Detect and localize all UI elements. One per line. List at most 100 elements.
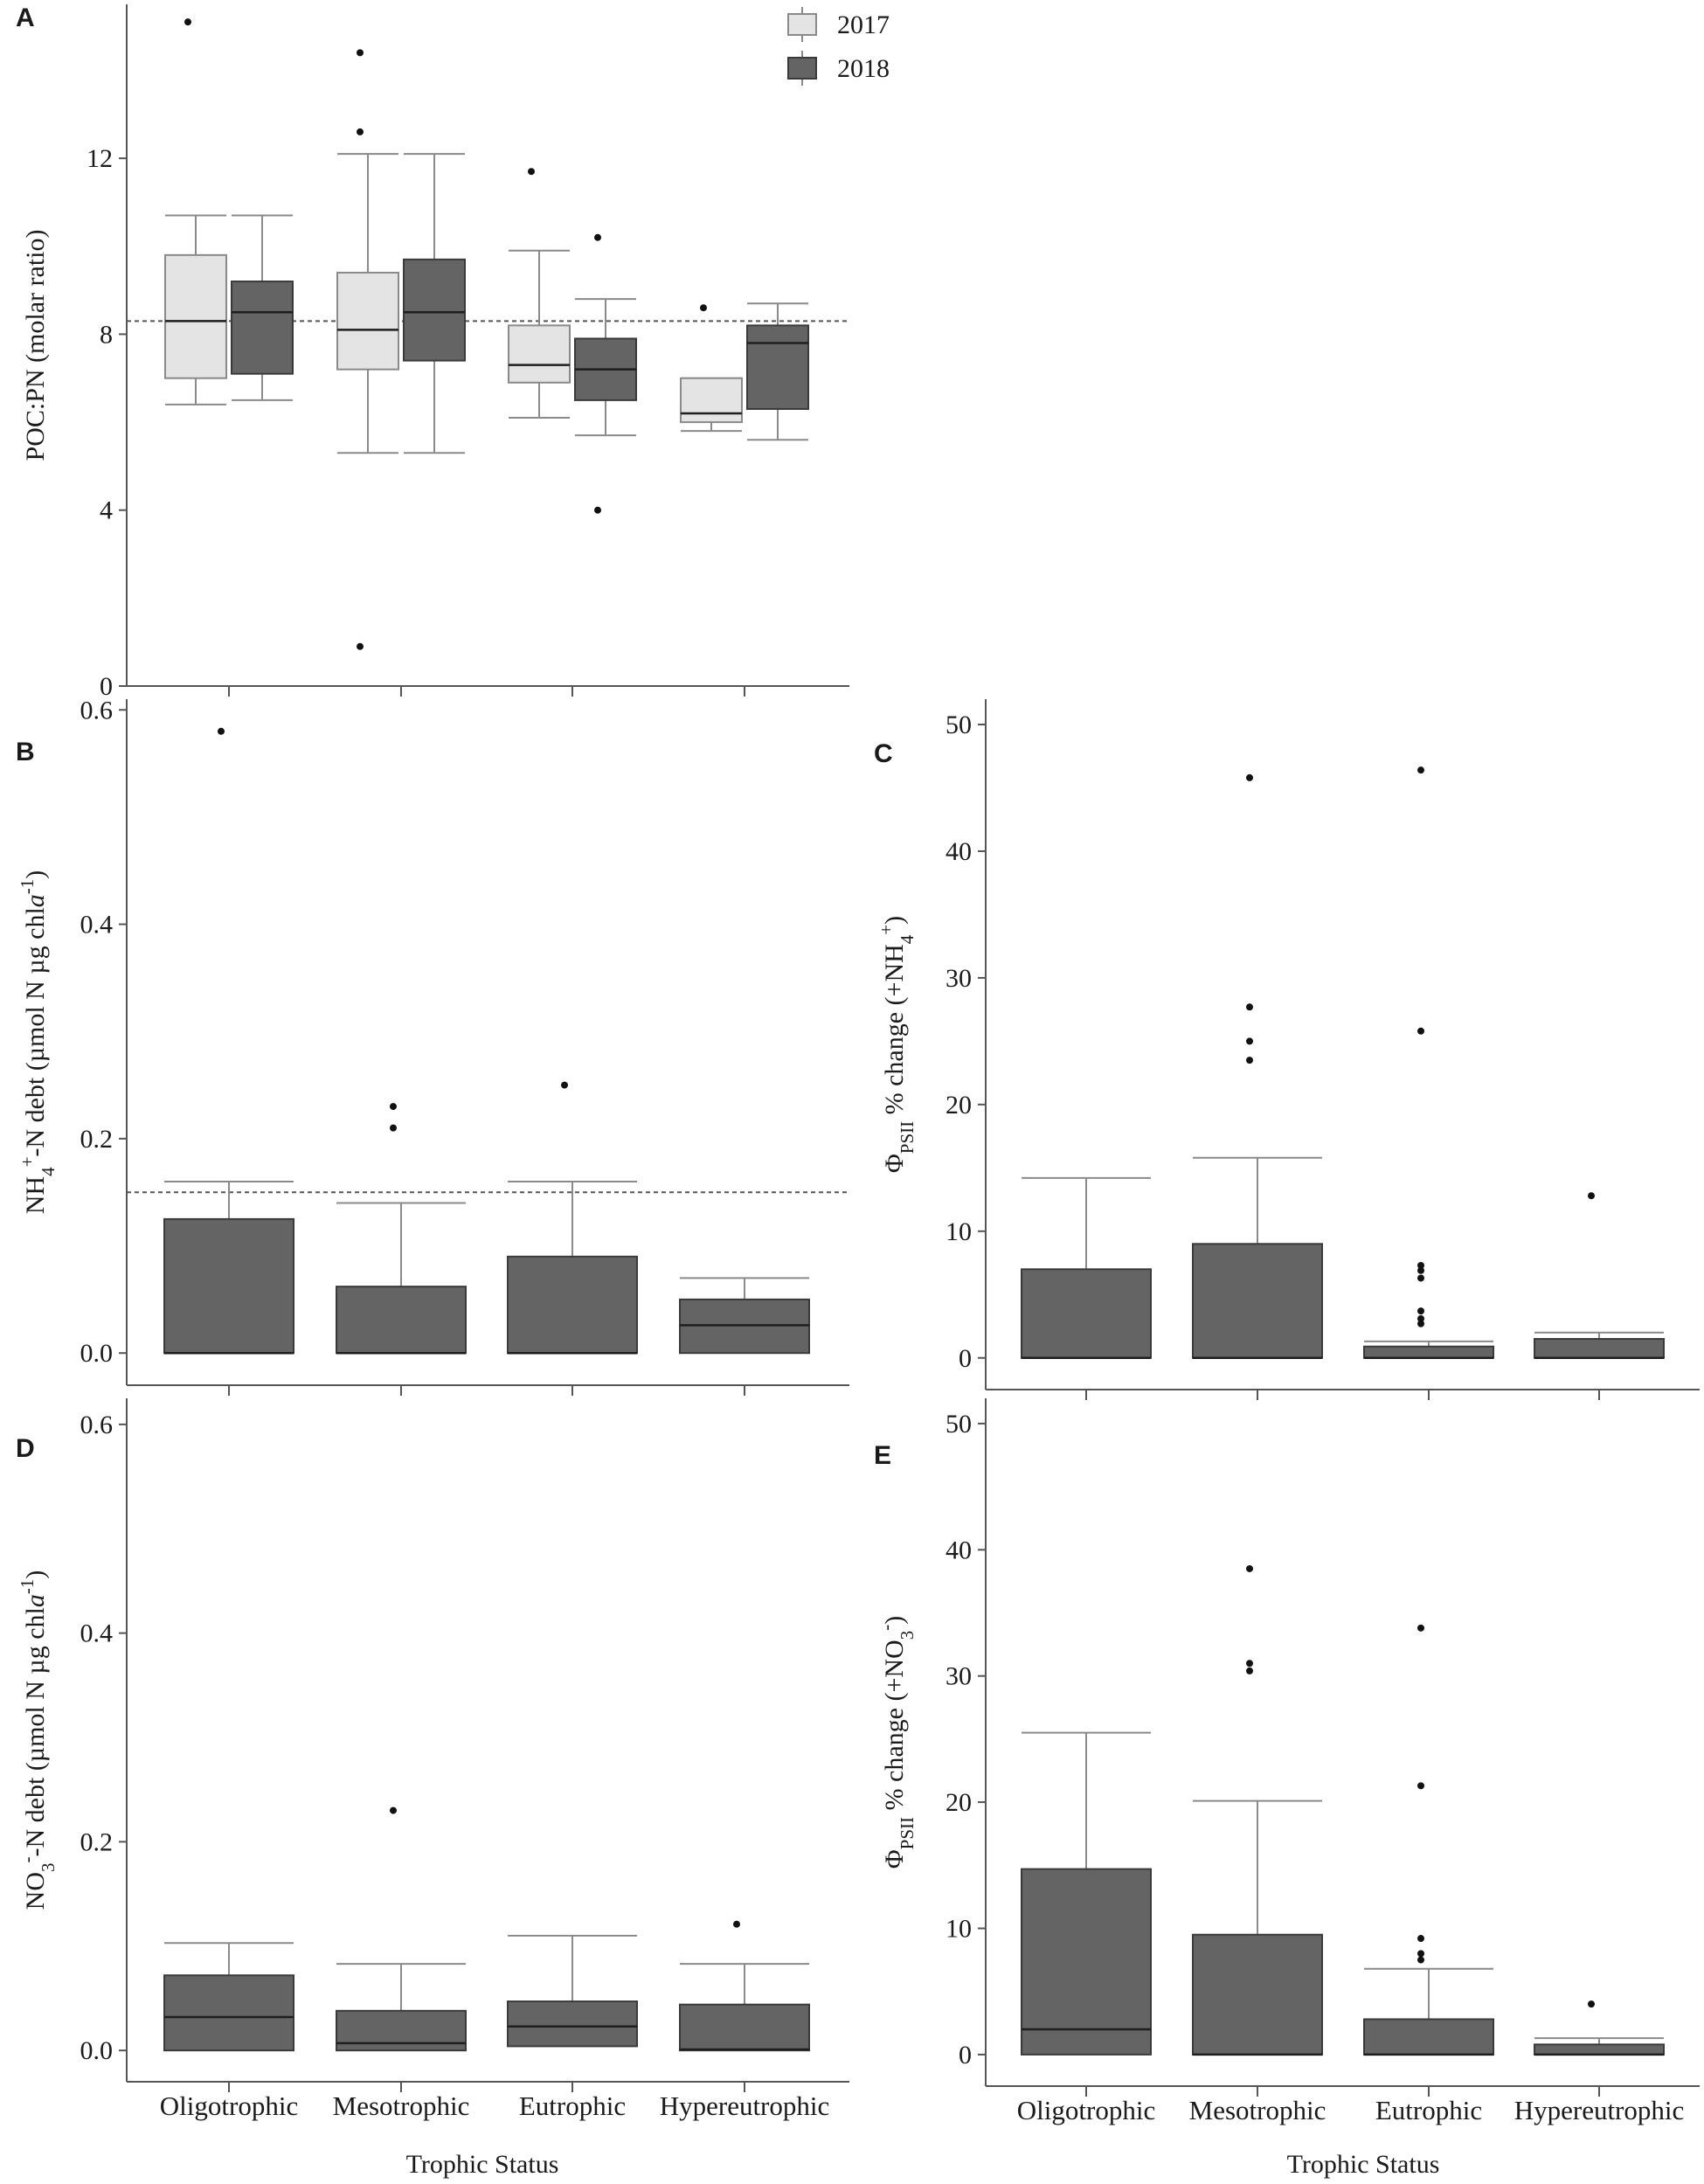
x-tick-label: Hypereutrophic xyxy=(1514,2095,1685,2125)
y-tick-label: 12 xyxy=(87,144,113,173)
outlier-point xyxy=(357,642,364,650)
y-tick-label: 4 xyxy=(100,496,113,525)
box-2017-hypereutrophic xyxy=(680,304,743,433)
y-tick-label: 0 xyxy=(959,2041,972,2070)
y-tick-label: 0.2 xyxy=(80,1125,114,1154)
box-2018-oligotrophic xyxy=(1021,1731,1152,2056)
box-2018-oligotrophic xyxy=(231,214,294,401)
outlier-point xyxy=(1246,1564,1253,1572)
legend: 2017 2018 xyxy=(787,7,890,86)
box-2018-mesotrophic xyxy=(1192,773,1323,1360)
box-2017-mesotrophic xyxy=(336,49,399,650)
box-2018-oligotrophic xyxy=(163,727,294,1355)
y-tick-label: 0.6 xyxy=(80,696,114,725)
outlier-point xyxy=(1417,1956,1424,1964)
outlier-point xyxy=(357,128,364,135)
panel-e: E 0 10 20 30 40 50 Oligotrophic Mesotrophic Eutro… xyxy=(874,1398,1700,2125)
panel-label: A xyxy=(16,3,35,32)
y-axis-title: NH4+-N debt (µmol N µg chla-1) xyxy=(17,870,59,1215)
y-axis-title: NO3--N debt (µmol N µg chla-1) xyxy=(17,1570,59,1910)
y-tick-label: 0.4 xyxy=(80,1619,114,1648)
outlier-point xyxy=(390,1806,397,1814)
x-axis-title-left: Trophic Status xyxy=(406,2150,559,2179)
box-2018-eutrophic xyxy=(1363,1624,1494,2056)
outlier-point xyxy=(218,727,225,735)
panel-d: D 0.0 0.2 0.4 0.6 Oligotrophic Mesotrophic Eutr… xyxy=(16,1398,849,2121)
x-tick-label: Mesotrophic xyxy=(333,2090,470,2121)
outlier-point xyxy=(184,18,191,26)
y-tick-label: 0.0 xyxy=(80,2036,114,2065)
x-tick-label: Mesotrophic xyxy=(1189,2095,1326,2125)
y-tick-label: 20 xyxy=(946,1788,972,1817)
y-tick-label: 0.6 xyxy=(80,1411,114,1439)
box-iqr xyxy=(1534,1338,1665,1359)
box-2018-hypereutrophic xyxy=(746,302,809,441)
box-2018-eutrophic xyxy=(574,233,637,514)
y-tick-label: 20 xyxy=(946,1091,972,1120)
outlier-point xyxy=(357,49,364,57)
box-iqr xyxy=(336,271,399,371)
panel-a: A 0 4 8 12 POC:PN (molar ratio) 2017 2018 xyxy=(16,3,890,701)
box-2018-eutrophic xyxy=(507,1934,638,2048)
legend-swatch xyxy=(787,13,817,36)
outlier-point xyxy=(1246,1057,1253,1064)
y-tick-label: 50 xyxy=(946,1410,972,1439)
outlier-point xyxy=(594,233,601,241)
y-tick-label: 0 xyxy=(959,1344,972,1373)
x-tick-label: Eutrophic xyxy=(1375,2095,1482,2125)
x-axis-title-right: Trophic Status xyxy=(1287,2150,1440,2179)
y-tick-label: 10 xyxy=(946,1217,972,1246)
x-tick-label: Oligotrophic xyxy=(160,2090,298,2121)
outlier-point xyxy=(1417,1274,1424,1282)
outlier-point xyxy=(390,1103,397,1111)
panel-label: B xyxy=(16,738,35,766)
box-iqr xyxy=(507,1255,638,1355)
outlier-point xyxy=(390,1124,397,1132)
y-axis-title: POC:PN (molar ratio) xyxy=(21,230,50,461)
outlier-point xyxy=(1417,1320,1424,1328)
box-iqr xyxy=(164,253,227,379)
box-2018-hypereutrophic xyxy=(1534,1192,1665,1360)
box-iqr xyxy=(1192,1933,1323,2056)
box-2018-hypereutrophic xyxy=(679,1277,810,1355)
outlier-point xyxy=(1246,773,1253,781)
outlier-point xyxy=(1417,1266,1424,1274)
y-tick-label: 0 xyxy=(100,672,113,701)
box-iqr xyxy=(336,1286,467,1355)
x-tick-label: Eutrophic xyxy=(519,2090,626,2121)
outlier-point xyxy=(1417,766,1424,774)
y-tick-label: 0.4 xyxy=(80,911,114,939)
outlier-point xyxy=(1417,1027,1424,1035)
box-iqr xyxy=(1192,1243,1323,1359)
box-iqr xyxy=(1363,2018,1494,2056)
outlier-point xyxy=(1417,1950,1424,1958)
y-tick-label: 40 xyxy=(946,1536,972,1564)
outlier-point xyxy=(1246,1037,1253,1045)
outlier-point xyxy=(594,506,601,514)
box-iqr xyxy=(231,281,294,375)
box-iqr xyxy=(1363,1345,1494,1359)
outlier-point xyxy=(1417,1624,1424,1632)
outlier-point xyxy=(1417,1935,1424,1943)
y-tick-label: 10 xyxy=(946,1914,972,1943)
box-2017-oligotrophic xyxy=(164,18,227,406)
box-2018-mesotrophic xyxy=(1192,1564,1323,2056)
legend-label: 2017 xyxy=(837,10,890,39)
x-tick-label: Oligotrophic xyxy=(1017,2095,1155,2125)
box-2018-mesotrophic xyxy=(336,1103,467,1355)
x-tick-label: Hypereutrophic xyxy=(660,2090,830,2121)
box-iqr xyxy=(1021,1268,1152,1359)
box-iqr xyxy=(163,1217,294,1355)
box-iqr xyxy=(746,324,809,410)
outlier-point xyxy=(1246,1667,1253,1674)
y-tick-label: 30 xyxy=(946,1662,972,1691)
outlier-point xyxy=(1246,1003,1253,1011)
outlier-point xyxy=(700,304,707,312)
box-2018-eutrophic xyxy=(507,1081,638,1355)
box-iqr xyxy=(508,324,571,384)
outlier-point xyxy=(1417,1314,1424,1322)
box-2018-oligotrophic xyxy=(1021,1176,1152,1360)
outlier-point xyxy=(1588,2000,1595,2008)
box-iqr xyxy=(336,2009,467,2052)
outlier-point xyxy=(528,168,535,176)
